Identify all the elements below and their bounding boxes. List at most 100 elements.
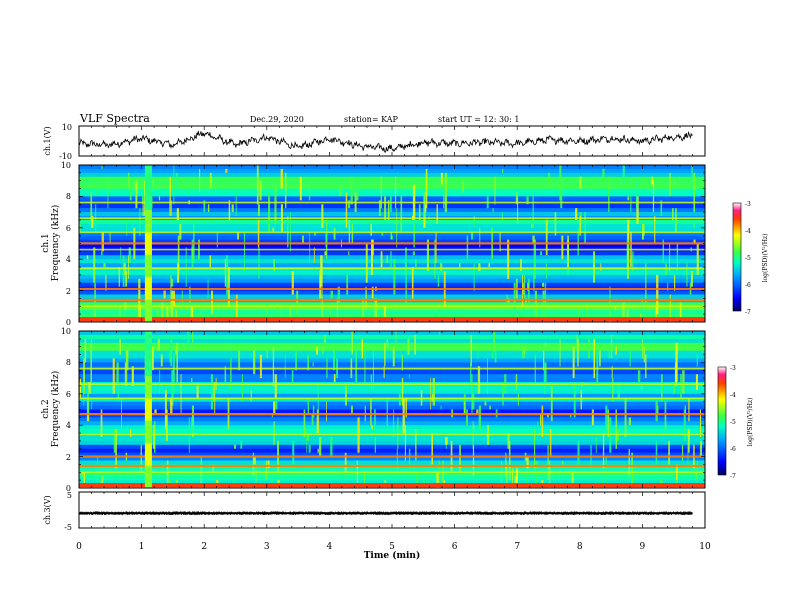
ch1-waveform-panel: ch.1(V) 10 -10 [43, 123, 706, 161]
spectrogram-row [79, 397, 705, 402]
ch2-ytick-10: 10 [61, 327, 71, 336]
ch2-ytick-2: 2 [66, 453, 71, 462]
spectrogram-streak [540, 251, 542, 256]
spectrogram-streak [545, 219, 548, 256]
spectrogram-streak [97, 456, 99, 481]
spectrogram-streak [170, 278, 174, 287]
spectrogram-streak [163, 290, 166, 299]
spectrogram-streak [676, 243, 679, 271]
spectrogram-streak [459, 444, 461, 473]
spectrogram-streak [506, 464, 508, 488]
spectrogram-line [79, 433, 705, 436]
spectrogram-streak [506, 294, 508, 322]
spectrogram-streak [303, 409, 306, 437]
spectrogram-streak [93, 247, 96, 283]
spectrogram-streak [119, 306, 121, 322]
spectrogram-streak [651, 176, 654, 185]
spectrogram-streak [550, 385, 553, 422]
spectrogram-streak [627, 219, 630, 256]
spectrogram-streak [547, 444, 549, 481]
spectrogram-streak [440, 172, 443, 185]
spectrogram-streak [267, 460, 270, 469]
spectrogram-streak [516, 468, 518, 488]
spectrogram-streak [669, 243, 671, 271]
spectrogram-streak [312, 362, 314, 367]
spectrogram-streak [83, 358, 85, 394]
spectrogram-streak [238, 350, 241, 371]
spectrogram-streak [386, 338, 388, 347]
spectrogram-streak [103, 263, 106, 267]
spectrogram-row [79, 176, 705, 181]
spectrogram-streak [91, 216, 94, 228]
spectrogram-streak [609, 286, 611, 322]
spectrogram-streak [423, 188, 425, 220]
spectrogram-streak [187, 188, 189, 197]
spectrogram-streak [225, 168, 228, 173]
spectrogram-streak [562, 460, 564, 465]
spectrogram-streak [418, 204, 421, 220]
spectrogram-streak [543, 350, 545, 371]
spectrogram-streak [478, 263, 481, 271]
spectrogram-streak [401, 354, 403, 371]
spectrogram-streak [387, 200, 390, 220]
ch1-waveform-trace [78, 130, 693, 154]
spectrogram-row [79, 168, 705, 174]
spectrogram-streak [540, 413, 541, 426]
spectrogram-streak [655, 440, 658, 481]
spectrogram-streak [514, 476, 517, 488]
xtick-10: 10 [699, 542, 711, 552]
spectrogram-streak [138, 278, 141, 319]
spectrogram-row [79, 192, 705, 197]
spectrogram-streak [316, 409, 319, 433]
spectrogram-streak [675, 342, 678, 383]
spectrogram-streak [439, 331, 441, 335]
spectrogram-streak [593, 251, 596, 283]
spectrogram-streak [86, 255, 89, 260]
spectrogram-streak [675, 208, 677, 232]
spectrogram-streak [348, 251, 350, 256]
spectrogram-row [79, 334, 705, 340]
spectrogram-streak [371, 425, 373, 430]
spectrogram-streak [500, 460, 503, 488]
spectrogram-streak [549, 460, 551, 488]
ch1-ytick-0: 0 [66, 318, 71, 327]
spectrogram-streak [100, 409, 103, 437]
spectrogram-streak [317, 382, 319, 418]
spectrogram-streak [380, 251, 383, 267]
spectrogram-streak [520, 259, 522, 271]
spectrogram-row [79, 378, 705, 383]
spectrogram-streak [171, 370, 174, 406]
spectrogram-row [79, 444, 705, 450]
spectrogram-streak [253, 350, 256, 375]
spectrogram-burst [144, 420, 152, 444]
spectrogram-streak [364, 472, 366, 488]
spectrogram-streak [383, 366, 385, 379]
spectrogram-streak [321, 286, 323, 319]
spectrogram-line [79, 217, 705, 219]
spectrogram-streak [344, 452, 347, 473]
spectrogram-streak [560, 184, 563, 209]
spectrogram-streak [310, 180, 312, 193]
spectrogram-line [79, 464, 705, 467]
spectrogram-streak [157, 338, 160, 351]
spectrogram-streak [602, 168, 605, 185]
xtick-0: 0 [76, 542, 82, 552]
spectrogram-streak [330, 290, 333, 299]
spectrogram-streak [170, 397, 173, 414]
spectrogram-streak [413, 223, 415, 248]
spectrogram-row [79, 342, 705, 347]
spectrogram-streak [124, 362, 128, 386]
spectrogram-streak [320, 255, 323, 287]
spectrogram-streak [436, 204, 438, 224]
spectrogram-streak [660, 480, 663, 484]
spectrogram-streak [169, 200, 171, 213]
spectrogram-streak [384, 342, 386, 367]
spectrogram-streak [588, 338, 590, 359]
spectrogram-streak [352, 184, 355, 193]
spectrogram-streak [280, 168, 283, 189]
spectrogram-streak [265, 460, 267, 481]
cb2-tick-m7: -7 [730, 473, 736, 480]
spectrogram-streak [371, 286, 374, 299]
spectrogram-streak [135, 180, 138, 209]
spectrogram-streak [676, 464, 678, 488]
